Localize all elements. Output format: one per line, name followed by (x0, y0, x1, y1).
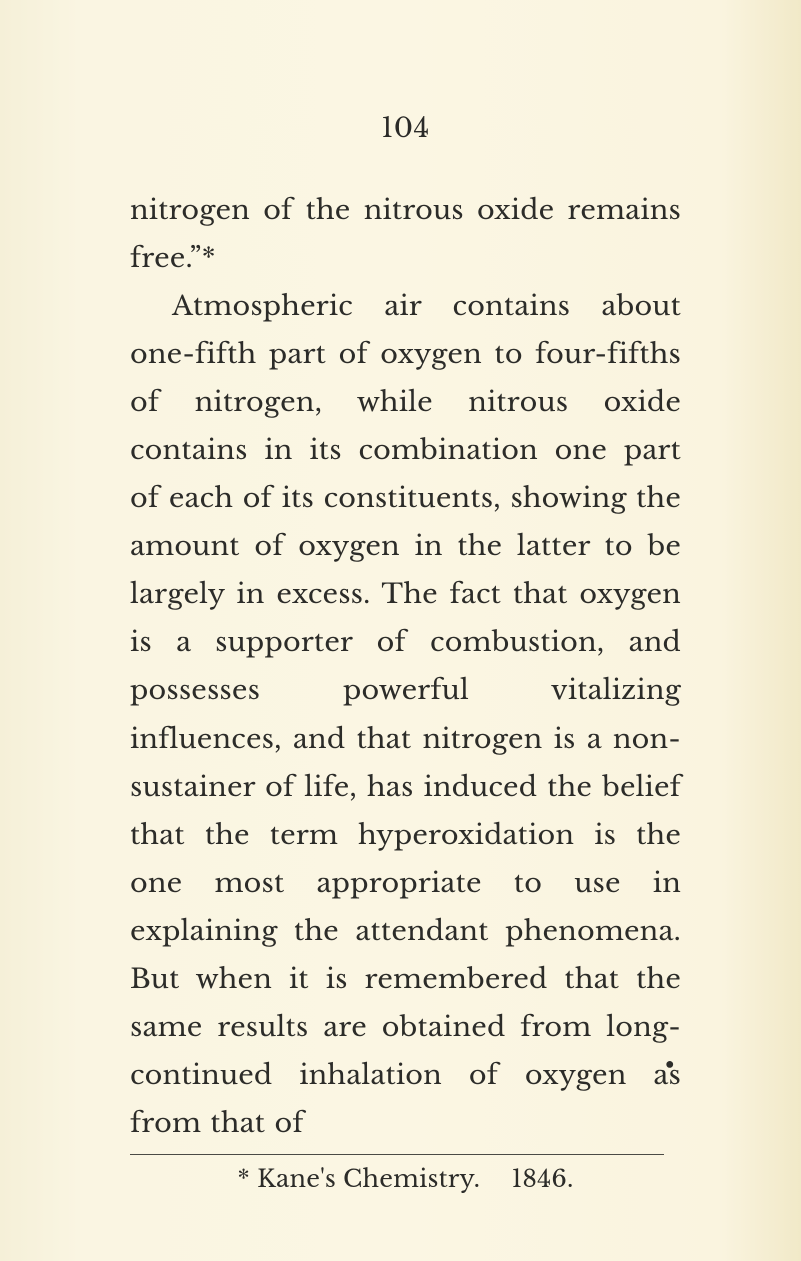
paragraph-main: Atmospheric air contains about one-fifth… (130, 283, 681, 1148)
page-number: 104 (130, 112, 681, 145)
paragraph-continuation: nitrogen of the nitrous oxide remains fr… (130, 187, 681, 283)
mark-dot: • (665, 1052, 675, 1079)
footnote-separator (130, 1154, 664, 1155)
body-text-block: nitrogen of the nitrous oxide remains fr… (130, 187, 681, 1148)
page: 104 nitrogen of the nitrous oxide remain… (0, 0, 801, 1261)
footnote: * Kane's Chemistry. 1846. (130, 1165, 681, 1194)
